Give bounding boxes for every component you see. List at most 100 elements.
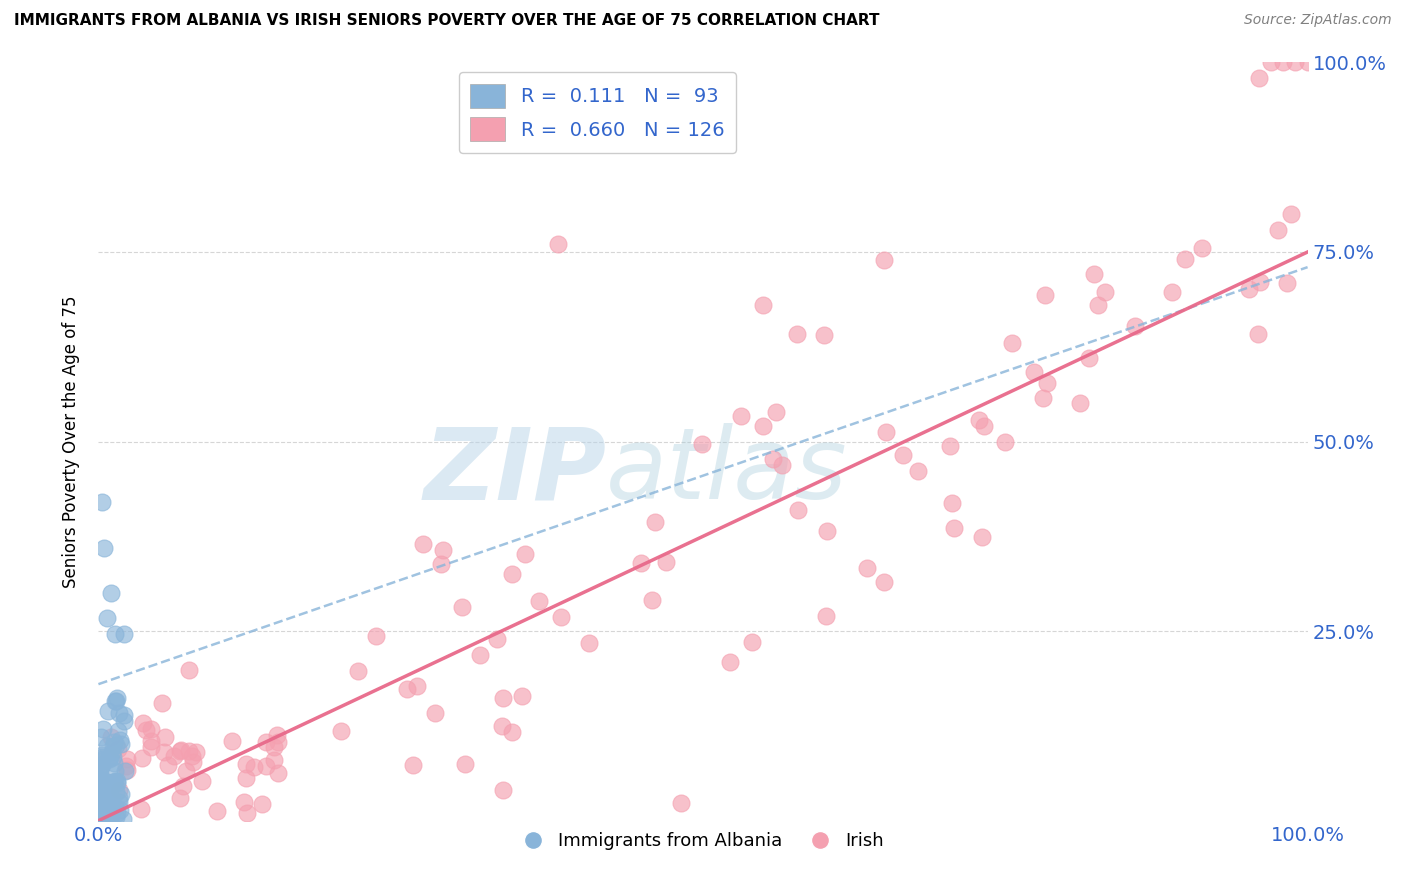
Point — [104, 694, 127, 708]
Point — [157, 757, 180, 772]
Point — [89, 807, 111, 822]
Point — [718, 655, 741, 669]
Point — [97, 775, 120, 789]
Point — [108, 706, 131, 721]
Point — [941, 496, 963, 510]
Point — [93, 723, 115, 737]
Point — [430, 557, 453, 571]
Point — [873, 252, 896, 267]
Point — [100, 750, 122, 764]
Point — [135, 723, 157, 737]
Point — [91, 812, 114, 826]
Point — [907, 464, 929, 478]
Point — [89, 764, 111, 778]
Point — [112, 626, 135, 640]
Point — [107, 742, 129, 756]
Point — [172, 779, 194, 793]
Point — [235, 771, 257, 785]
Point — [177, 663, 200, 677]
Point — [91, 813, 114, 827]
Point — [1078, 351, 1101, 366]
Point — [510, 689, 533, 703]
Point — [872, 574, 894, 589]
Point — [1087, 298, 1109, 312]
Point — [93, 805, 115, 819]
Point — [104, 764, 127, 778]
Point — [97, 704, 120, 718]
Point — [112, 812, 135, 826]
Point — [115, 763, 138, 777]
Point — [94, 777, 117, 791]
Point — [91, 495, 114, 509]
Point — [967, 413, 990, 427]
Point — [131, 751, 153, 765]
Point — [994, 434, 1017, 449]
Point — [94, 797, 117, 812]
Point — [170, 743, 193, 757]
Point — [91, 747, 114, 762]
Point — [93, 541, 115, 555]
Point — [129, 801, 152, 815]
Point — [101, 750, 124, 764]
Point — [89, 777, 111, 791]
Point — [1001, 335, 1024, 350]
Point — [90, 787, 112, 801]
Point — [98, 751, 121, 765]
Point — [96, 739, 118, 753]
Point — [669, 797, 692, 811]
Point — [1033, 288, 1056, 302]
Point — [205, 805, 228, 819]
Point — [242, 760, 264, 774]
Point — [527, 594, 550, 608]
Point — [89, 767, 111, 781]
Point — [330, 723, 353, 738]
Point — [104, 800, 127, 814]
Point — [1022, 365, 1045, 379]
Text: ZIP: ZIP — [423, 424, 606, 520]
Point — [104, 627, 127, 641]
Point — [169, 790, 191, 805]
Point — [90, 754, 112, 768]
Point — [655, 555, 678, 569]
Text: Source: ZipAtlas.com: Source: ZipAtlas.com — [1244, 13, 1392, 28]
Point — [762, 452, 785, 467]
Point — [104, 809, 127, 823]
Point — [98, 811, 121, 825]
Point — [451, 599, 474, 614]
Legend: Immigrants from Albania, Irish: Immigrants from Albania, Irish — [515, 825, 891, 857]
Point — [454, 757, 477, 772]
Point — [89, 810, 111, 824]
Point — [169, 744, 191, 758]
Point — [815, 524, 838, 538]
Point — [96, 786, 118, 800]
Point — [630, 556, 652, 570]
Point — [741, 634, 763, 648]
Point — [491, 719, 513, 733]
Point — [181, 756, 204, 770]
Point — [1260, 55, 1282, 70]
Point — [578, 636, 600, 650]
Point — [150, 697, 173, 711]
Point — [412, 537, 434, 551]
Point — [89, 807, 111, 822]
Point — [103, 735, 125, 749]
Point — [492, 690, 515, 705]
Point — [110, 737, 132, 751]
Point — [112, 708, 135, 723]
Point — [254, 735, 277, 749]
Point — [1249, 276, 1271, 290]
Point — [174, 764, 197, 778]
Point — [94, 780, 117, 795]
Point — [973, 419, 995, 434]
Point — [94, 785, 117, 799]
Point — [177, 744, 200, 758]
Point — [1069, 396, 1091, 410]
Point — [89, 772, 111, 786]
Point — [405, 679, 427, 693]
Point — [972, 531, 994, 545]
Y-axis label: Seniors Poverty Over the Age of 75: Seniors Poverty Over the Age of 75 — [62, 295, 80, 588]
Point — [787, 502, 810, 516]
Point — [96, 775, 118, 789]
Point — [93, 804, 115, 818]
Point — [152, 746, 174, 760]
